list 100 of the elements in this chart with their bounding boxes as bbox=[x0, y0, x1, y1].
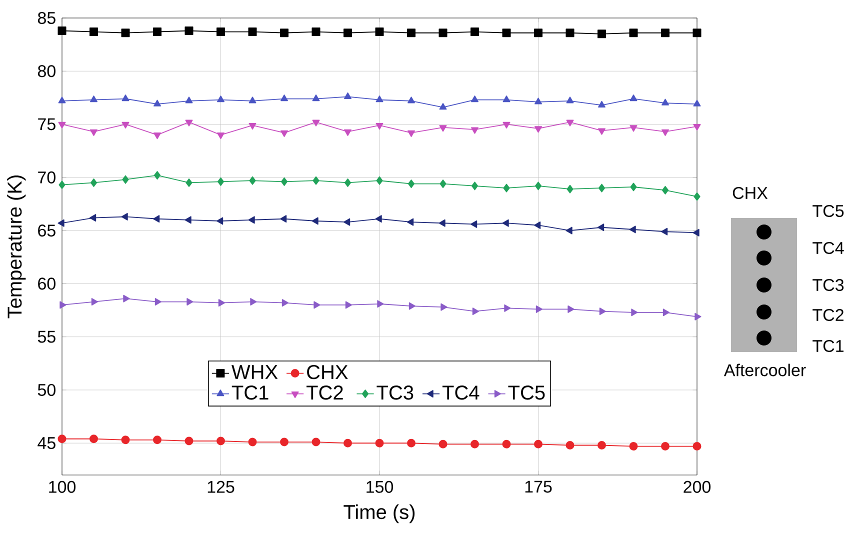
point bbox=[534, 28, 543, 38]
x-tick-label: 125 bbox=[208, 480, 234, 493]
point bbox=[122, 122, 130, 129]
point bbox=[344, 218, 350, 226]
text: TC1 bbox=[812, 340, 844, 352]
y-axis-title: Temperature (K) bbox=[7, 176, 26, 318]
point bbox=[376, 176, 383, 185]
point bbox=[693, 124, 701, 131]
y-tick-label: 85 bbox=[38, 12, 56, 24]
point bbox=[58, 180, 66, 190]
point bbox=[438, 219, 446, 227]
point bbox=[408, 180, 415, 188]
point bbox=[661, 228, 668, 236]
point bbox=[58, 122, 66, 129]
point bbox=[629, 28, 638, 38]
point bbox=[154, 132, 161, 140]
point bbox=[345, 301, 352, 309]
point bbox=[566, 28, 574, 38]
point bbox=[248, 28, 257, 36]
point bbox=[534, 440, 543, 448]
point bbox=[534, 98, 542, 104]
x-tick-label: 100 bbox=[49, 480, 76, 493]
point bbox=[692, 228, 700, 236]
point bbox=[438, 28, 448, 38]
point bbox=[123, 294, 130, 302]
point bbox=[121, 436, 130, 444]
point bbox=[662, 129, 669, 136]
point bbox=[407, 28, 416, 38]
point bbox=[185, 96, 193, 104]
point bbox=[344, 438, 352, 448]
point bbox=[693, 100, 701, 106]
point bbox=[312, 438, 320, 446]
point bbox=[630, 125, 638, 132]
x-tick-label: 150 bbox=[366, 480, 394, 493]
point bbox=[502, 219, 509, 227]
point bbox=[629, 226, 636, 234]
text: TC4 bbox=[812, 242, 844, 254]
point bbox=[566, 184, 574, 194]
y-tick-label: 60 bbox=[38, 278, 56, 290]
point bbox=[216, 217, 224, 225]
point bbox=[534, 182, 542, 190]
text: TC3 bbox=[812, 278, 844, 292]
point bbox=[312, 94, 320, 102]
y-tick-label: 80 bbox=[38, 65, 56, 78]
point bbox=[249, 176, 256, 185]
point bbox=[312, 28, 320, 36]
point bbox=[344, 92, 352, 99]
point bbox=[534, 222, 541, 229]
point bbox=[599, 308, 606, 316]
point bbox=[58, 26, 66, 35]
point bbox=[375, 438, 384, 448]
point bbox=[184, 436, 194, 446]
point bbox=[408, 96, 415, 104]
point bbox=[184, 216, 192, 224]
point bbox=[504, 304, 511, 312]
point bbox=[154, 298, 162, 306]
point bbox=[377, 300, 384, 308]
point bbox=[376, 96, 384, 102]
point bbox=[90, 28, 98, 36]
legend-label: TC5 bbox=[508, 386, 545, 400]
point bbox=[438, 440, 448, 448]
point bbox=[439, 125, 447, 132]
y-tick-label: 50 bbox=[38, 384, 56, 396]
point bbox=[502, 122, 510, 129]
point bbox=[344, 178, 352, 187]
point bbox=[121, 212, 128, 220]
point bbox=[122, 94, 130, 102]
point bbox=[470, 440, 480, 448]
point bbox=[534, 126, 542, 133]
point bbox=[153, 28, 162, 36]
point bbox=[217, 177, 224, 186]
point bbox=[154, 171, 161, 180]
point bbox=[376, 122, 384, 130]
point bbox=[314, 301, 320, 309]
point bbox=[598, 128, 606, 135]
y-tick-label: 65 bbox=[38, 224, 56, 237]
point bbox=[536, 305, 543, 313]
point bbox=[471, 127, 478, 134]
point bbox=[312, 120, 320, 126]
point bbox=[598, 100, 606, 108]
y-tick-label: 75 bbox=[38, 118, 56, 130]
point bbox=[280, 28, 289, 38]
point bbox=[661, 442, 670, 451]
point bbox=[407, 438, 416, 448]
point bbox=[121, 28, 130, 38]
point bbox=[598, 224, 604, 232]
point bbox=[216, 436, 226, 446]
point bbox=[472, 308, 480, 316]
point bbox=[566, 440, 574, 450]
point bbox=[502, 28, 511, 38]
point bbox=[598, 184, 606, 192]
point bbox=[153, 436, 162, 444]
point bbox=[216, 28, 226, 36]
point bbox=[630, 94, 638, 102]
point bbox=[598, 30, 606, 38]
point bbox=[58, 96, 66, 104]
x-tick-label: 175 bbox=[525, 480, 552, 493]
point bbox=[217, 132, 224, 140]
x-axis-title: Time (s) bbox=[344, 504, 415, 524]
legend-label: CHX bbox=[307, 365, 348, 380]
